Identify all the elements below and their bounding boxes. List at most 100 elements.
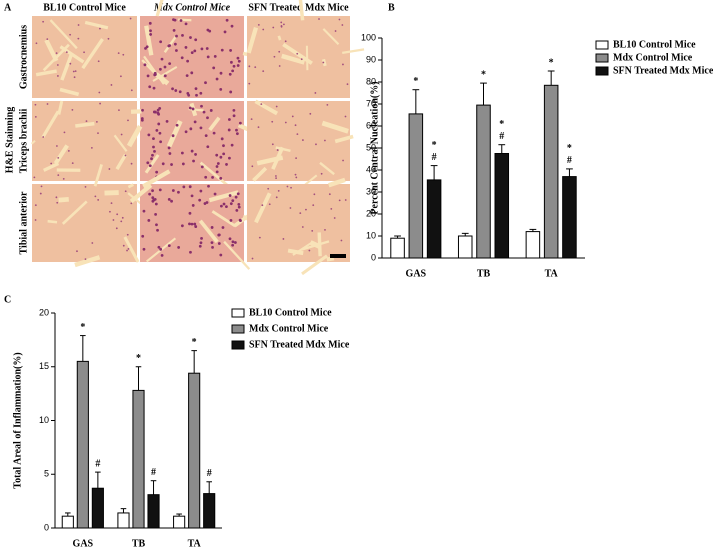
x-tick-label: TB: [132, 538, 146, 549]
bar: [203, 493, 216, 529]
significance-marker: #: [95, 458, 100, 469]
nucleus: [124, 190, 127, 193]
nucleus: [174, 89, 178, 92]
nucleus: [216, 162, 220, 165]
x-tick-label: TA: [188, 538, 202, 549]
nucleus: [175, 34, 178, 38]
fiber-boundary: [254, 192, 272, 224]
legend-swatch: [595, 66, 609, 76]
fiber-boundary: [115, 153, 127, 171]
nucleus: [289, 207, 292, 209]
nucleus: [199, 189, 203, 193]
fiber-boundary: [93, 164, 103, 187]
bar: [525, 231, 541, 259]
nucleus: [194, 87, 198, 91]
bar: [494, 153, 510, 259]
bar: [188, 372, 201, 529]
legend-swatch: [231, 324, 245, 334]
nucleus: [108, 168, 111, 170]
nucleus: [328, 193, 331, 196]
nucleus: [33, 176, 36, 179]
nucleus: [158, 131, 162, 135]
nucleus: [172, 29, 176, 32]
fiber-boundary: [256, 155, 284, 166]
fiber-boundary: [141, 59, 163, 82]
nucleus: [177, 190, 180, 194]
nucleus: [182, 185, 186, 189]
nucleus: [151, 153, 154, 157]
nucleus: [213, 192, 217, 196]
nucleus: [206, 116, 209, 120]
nucleus: [211, 176, 214, 179]
fiber-boundary: [328, 177, 346, 188]
fiber-boundary: [81, 38, 104, 70]
nucleus: [271, 143, 274, 146]
significance-marker: *: [136, 353, 141, 364]
legend-label: Mdx Control Mice: [249, 323, 329, 334]
nucleus: [181, 34, 184, 37]
y-axis-label: Percent Central Nucleation(%): [369, 81, 380, 214]
nucleus: [173, 18, 177, 22]
nucleus: [219, 155, 223, 159]
nucleus: [130, 89, 133, 92]
nucleus: [97, 199, 100, 201]
fiber-boundary: [42, 43, 70, 72]
nucleus: [97, 60, 100, 63]
nucleus: [163, 65, 167, 69]
nucleus: [173, 42, 177, 46]
fiber-boundary: [208, 190, 239, 203]
legend-label: BL10 Control Mice: [613, 39, 696, 50]
fiber-boundary: [129, 183, 153, 204]
nucleus: [121, 216, 124, 219]
nucleus: [207, 184, 210, 188]
fiber-boundary: [198, 219, 219, 244]
nucleus: [200, 236, 203, 240]
nucleus: [231, 69, 235, 73]
nucleus: [305, 208, 307, 211]
nucleus: [97, 132, 99, 135]
nucleus: [190, 51, 194, 55]
nucleus: [200, 47, 204, 51]
nucleus: [171, 189, 175, 192]
nucleus: [156, 228, 159, 232]
nucleus: [55, 145, 58, 147]
nucleus: [98, 91, 101, 94]
nucleus: [195, 93, 198, 97]
nucleus: [165, 120, 169, 123]
scale-bar: [330, 254, 346, 258]
legend-label: SFN Treated Mdx Mice: [249, 339, 350, 350]
nucleus: [148, 192, 152, 196]
x-tick-label: TA: [545, 268, 559, 279]
nucleus: [277, 190, 280, 192]
x-tick-label: GAS: [73, 538, 94, 549]
histology-image: [32, 184, 137, 262]
legend-swatch: [231, 308, 245, 318]
nucleus: [194, 225, 198, 228]
column-header: SFN Treated Mdx Mice: [248, 2, 349, 13]
nucleus: [260, 103, 263, 106]
nucleus: [236, 64, 240, 67]
nucleus: [225, 18, 229, 22]
nucleus: [146, 74, 150, 78]
histology-image: [247, 16, 350, 98]
y-tick-label: 30: [366, 186, 376, 196]
nucleus: [152, 137, 155, 141]
nucleus: [340, 239, 343, 242]
nucleus: [251, 257, 254, 260]
nucleus: [160, 57, 164, 61]
fiber-boundary: [75, 121, 95, 128]
nucleus: [142, 209, 146, 213]
nucleus: [248, 82, 251, 85]
nucleus: [230, 60, 233, 64]
nucleus: [294, 124, 297, 127]
nucleus: [126, 249, 128, 252]
y-axis-label: Total Areal of Inflammation(%): [12, 352, 23, 488]
nucleus: [237, 59, 241, 63]
nucleus: [178, 90, 182, 94]
bar: [426, 179, 442, 259]
nucleus: [168, 152, 172, 155]
nucleus: [301, 226, 304, 228]
nucleus: [209, 109, 213, 112]
nucleus: [144, 46, 147, 50]
nucleus: [77, 37, 80, 40]
